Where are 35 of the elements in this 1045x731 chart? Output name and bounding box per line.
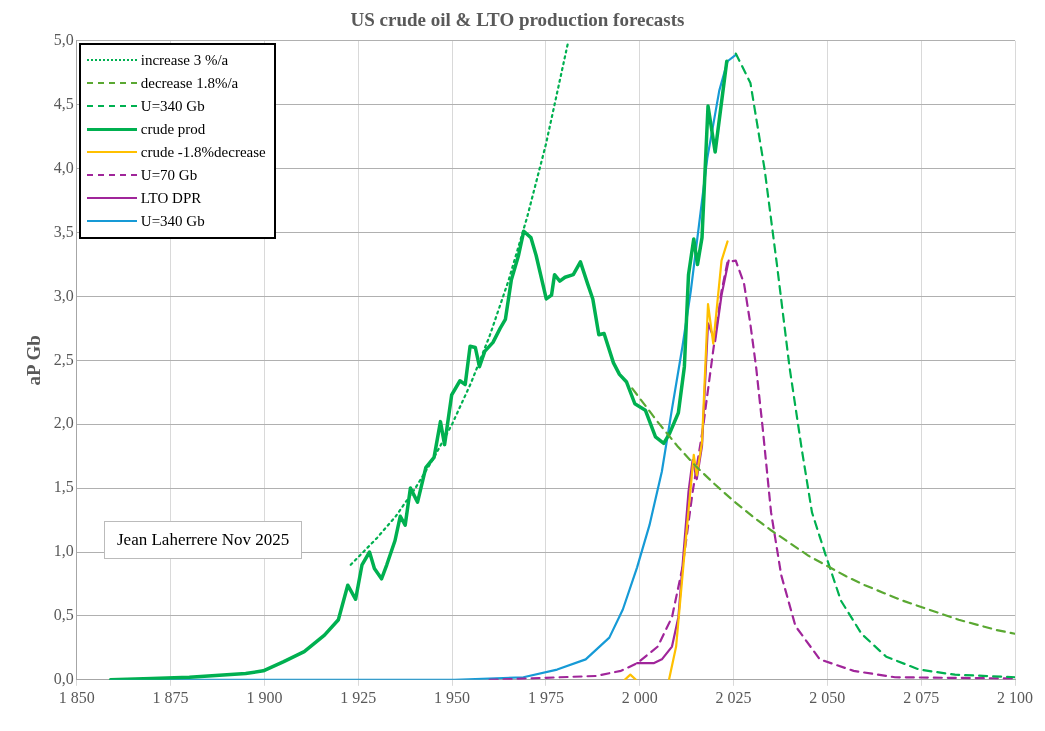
x-tick-label: 2 050 — [809, 688, 846, 706]
legend-label: increase 3 %/a — [140, 51, 229, 69]
x-tick-label: 1 925 — [340, 688, 377, 706]
y-tick-label: 3,5 — [53, 222, 74, 240]
y-tick-label: 4,5 — [53, 94, 74, 112]
x-tick-label: 1 875 — [152, 688, 189, 706]
legend-label: U=70 Gb — [140, 166, 198, 184]
legend-label: LTO DPR — [140, 189, 202, 207]
annotation: Jean Laherrere Nov 2025 — [104, 521, 303, 559]
y-tick-label: 5,0 — [53, 31, 74, 48]
y-tick-label: 2,0 — [53, 414, 74, 432]
y-tick-label: 0,0 — [53, 670, 74, 687]
legend-label: U=340 Gb — [140, 97, 205, 115]
x-tick-label: 2 100 — [997, 688, 1033, 706]
legend-label: decrease 1.8%/a — [140, 74, 239, 92]
y-tick-label: 2,5 — [53, 350, 74, 368]
y-axis-title: aP Gb — [23, 335, 45, 386]
x-tick-label: 1 850 — [58, 688, 95, 706]
line-series — [631, 387, 1015, 635]
chart-title: US crude oil & LTO production forecasts — [350, 9, 685, 31]
y-tick-label: 1,5 — [53, 478, 74, 496]
x-tick-label: 1 975 — [527, 688, 564, 706]
x-tick-label: 2 025 — [715, 688, 752, 706]
legend-label: crude -1.8%decrease — [140, 143, 266, 161]
x-tick-label: 2 000 — [621, 688, 658, 706]
x-tick-label: 1 900 — [246, 688, 283, 706]
line-series — [734, 52, 1015, 679]
x-tick-label: 1 950 — [434, 688, 471, 706]
legend-label: U=340 Gb — [140, 212, 205, 230]
x-tick-label: 2 075 — [903, 688, 940, 706]
y-tick-label: 3,0 — [53, 286, 74, 304]
y-tick-label: 4,0 — [53, 158, 74, 176]
legend-label: crude prod — [140, 120, 206, 138]
y-tick-label: 1,0 — [53, 542, 74, 560]
y-tick-label: 0,5 — [53, 606, 74, 624]
